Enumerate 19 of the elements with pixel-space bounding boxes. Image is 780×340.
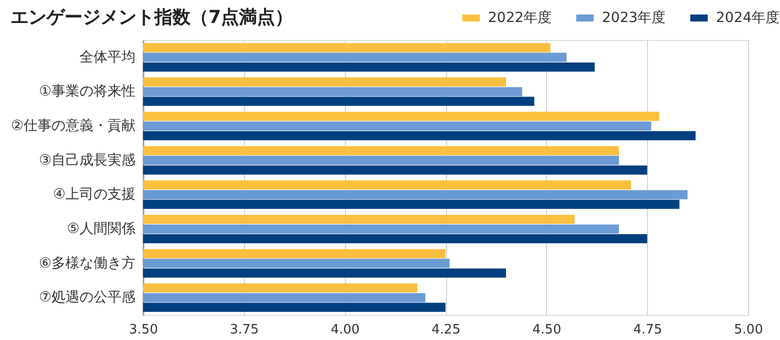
y-tick-label: ⑦処遇の公平感 xyxy=(38,290,136,306)
legend-label: 2023年度 xyxy=(602,10,666,26)
x-tick-label: 3.75 xyxy=(230,322,259,338)
y-tick-label: 全体平均 xyxy=(80,49,136,66)
y-tick-label: ②仕事の意義・貢献 xyxy=(10,118,136,134)
y-tick-label: ④上司の支援 xyxy=(52,186,136,203)
x-tick-label: 3.50 xyxy=(129,322,158,338)
x-tick-label: 4.00 xyxy=(330,322,360,338)
y-tick-label: ⑥多様な働き方 xyxy=(38,255,136,272)
x-tick-label: 4.75 xyxy=(633,322,662,338)
x-tick-label: 4.50 xyxy=(532,322,562,338)
y-tick-label: ③自己成長実感 xyxy=(38,152,136,168)
y-tick-label: ①事業の将来性 xyxy=(38,84,136,100)
x-tick-label: 4.25 xyxy=(432,322,460,338)
chart-title: エンゲージメント指数（7点満点） xyxy=(10,7,293,28)
y-tick-label: ⑤人間関係 xyxy=(66,221,136,237)
x-tick-label: 5.00 xyxy=(734,322,763,338)
legend-label: 2022年度 xyxy=(488,10,552,26)
legend-label: 2024年度 xyxy=(716,10,780,26)
